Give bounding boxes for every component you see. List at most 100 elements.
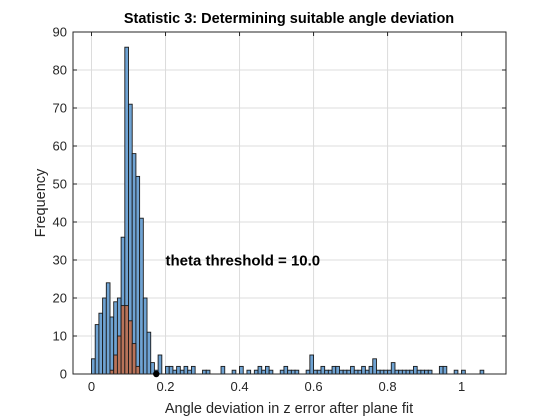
histogram-bar	[231, 369, 237, 375]
histogram-bar	[109, 316, 115, 375]
histogram-bar	[442, 365, 448, 375]
histogram-bar	[398, 369, 403, 375]
histogram-bar	[335, 365, 340, 375]
histogram-bar	[157, 354, 163, 375]
histogram-bar	[168, 365, 174, 375]
histogram-bar	[420, 369, 426, 375]
histogram-bar	[202, 369, 207, 375]
histogram-bar	[102, 297, 107, 375]
histogram-bar	[257, 365, 263, 375]
histogram-bar	[294, 369, 300, 375]
histogram-bar	[350, 365, 355, 375]
histogram-bar	[290, 369, 296, 375]
x-tick-label: 0.6	[305, 379, 323, 394]
chart-title: Statistic 3: Determining suitable angle …	[124, 11, 454, 27]
x-tick-label: 1	[458, 379, 465, 394]
histogram-bar	[320, 365, 326, 375]
histogram-bar	[165, 365, 170, 375]
histogram-bar	[324, 369, 329, 375]
histogram-bar	[98, 312, 104, 375]
histogram-bar	[105, 282, 111, 375]
histogram-bar	[179, 369, 185, 375]
x-tick-label: 0	[88, 379, 95, 394]
histogram-bar	[364, 369, 370, 375]
y-tick-label: 70	[53, 101, 67, 116]
histogram-bar	[94, 324, 100, 375]
histogram-bar	[142, 297, 148, 375]
histogram-bar	[283, 365, 289, 375]
histogram-bar	[220, 365, 226, 375]
annotation-marker-dot	[153, 370, 160, 378]
histogram-bar	[372, 358, 377, 375]
histogram-bar	[453, 369, 459, 375]
histogram-bar	[131, 153, 137, 375]
plot-area-frame	[72, 31, 507, 375]
histogram-bar	[91, 358, 96, 375]
histogram-bar	[239, 365, 244, 375]
histogram-bar-below-threshold	[135, 365, 141, 375]
histogram-bar	[146, 331, 152, 375]
histogram-bar	[246, 369, 252, 375]
histogram-bar	[357, 369, 363, 375]
x-tick-label: 0.2	[156, 379, 174, 394]
histogram-bar	[427, 369, 433, 375]
histogram-bar	[331, 365, 337, 375]
histogram-bar-below-threshold	[131, 343, 137, 375]
y-tick-label: 10	[53, 329, 67, 344]
histogram-bar	[327, 369, 333, 375]
histogram-bar	[261, 369, 266, 375]
histogram-bar	[379, 369, 385, 375]
y-tick-label: 20	[53, 291, 67, 306]
y-tick-label: 0	[60, 367, 67, 382]
histogram-bar	[401, 369, 407, 375]
histogram-bar-below-threshold	[124, 305, 129, 375]
histogram-bar	[390, 362, 396, 375]
histogram-bar	[346, 369, 352, 375]
y-tick-label: 50	[53, 177, 67, 192]
histogram-bar	[183, 365, 189, 375]
histogram-bar	[361, 365, 366, 375]
histogram-bar	[383, 369, 389, 375]
histogram-bar	[416, 369, 422, 375]
histogram-bar	[172, 369, 178, 375]
histogram-bar	[190, 365, 196, 375]
y-tick-label: 80	[53, 63, 67, 78]
histogram-bar	[135, 175, 141, 375]
histogram-bar	[376, 369, 381, 375]
x-axis-label: Angle deviation in z error after plane f…	[165, 401, 413, 417]
y-tick-label: 40	[53, 215, 67, 230]
x-axis-ticks: 0 0.2 0.4 0.6 0.8 1	[88, 32, 465, 394]
histogram-bar	[253, 369, 259, 375]
x-tick-label: 0.4	[230, 379, 248, 394]
histogram-bar	[316, 369, 322, 375]
y-tick-label: 30	[53, 253, 67, 268]
histogram-bar	[387, 369, 392, 375]
histogram-bar-below-threshold	[120, 305, 126, 375]
y-tick-label: 60	[53, 139, 67, 154]
histogram-bar	[409, 369, 414, 375]
x-tick-label: 0.8	[379, 379, 397, 394]
histogram-bar	[309, 354, 315, 375]
histogram-bar	[479, 369, 485, 375]
histogram-bar-below-threshold	[128, 320, 133, 375]
histogram-bar	[405, 369, 411, 375]
histogram-bar-below-threshold	[116, 335, 122, 375]
y-axis-label: Frequency	[33, 168, 49, 237]
y-axis-ticks: 0 10 20 30 40 50 60 70 80 90	[53, 25, 506, 382]
series-below-threshold	[109, 305, 141, 375]
histogram-bar	[424, 369, 429, 375]
histogram-bar	[313, 369, 318, 375]
histogram-bar	[279, 369, 285, 375]
annotations: theta threshold = 10.0	[153, 253, 320, 378]
histogram-bar	[394, 369, 400, 375]
histogram-bar	[305, 369, 311, 375]
histogram-bar-below-threshold	[109, 369, 115, 375]
histogram-bar	[187, 369, 192, 375]
histogram-bar	[342, 369, 348, 375]
histogram-bar	[368, 365, 374, 375]
histogram-bar	[264, 365, 270, 375]
histogram-bar	[438, 365, 444, 375]
histogram-bar	[139, 217, 144, 375]
histogram-bar-below-threshold	[113, 354, 118, 375]
